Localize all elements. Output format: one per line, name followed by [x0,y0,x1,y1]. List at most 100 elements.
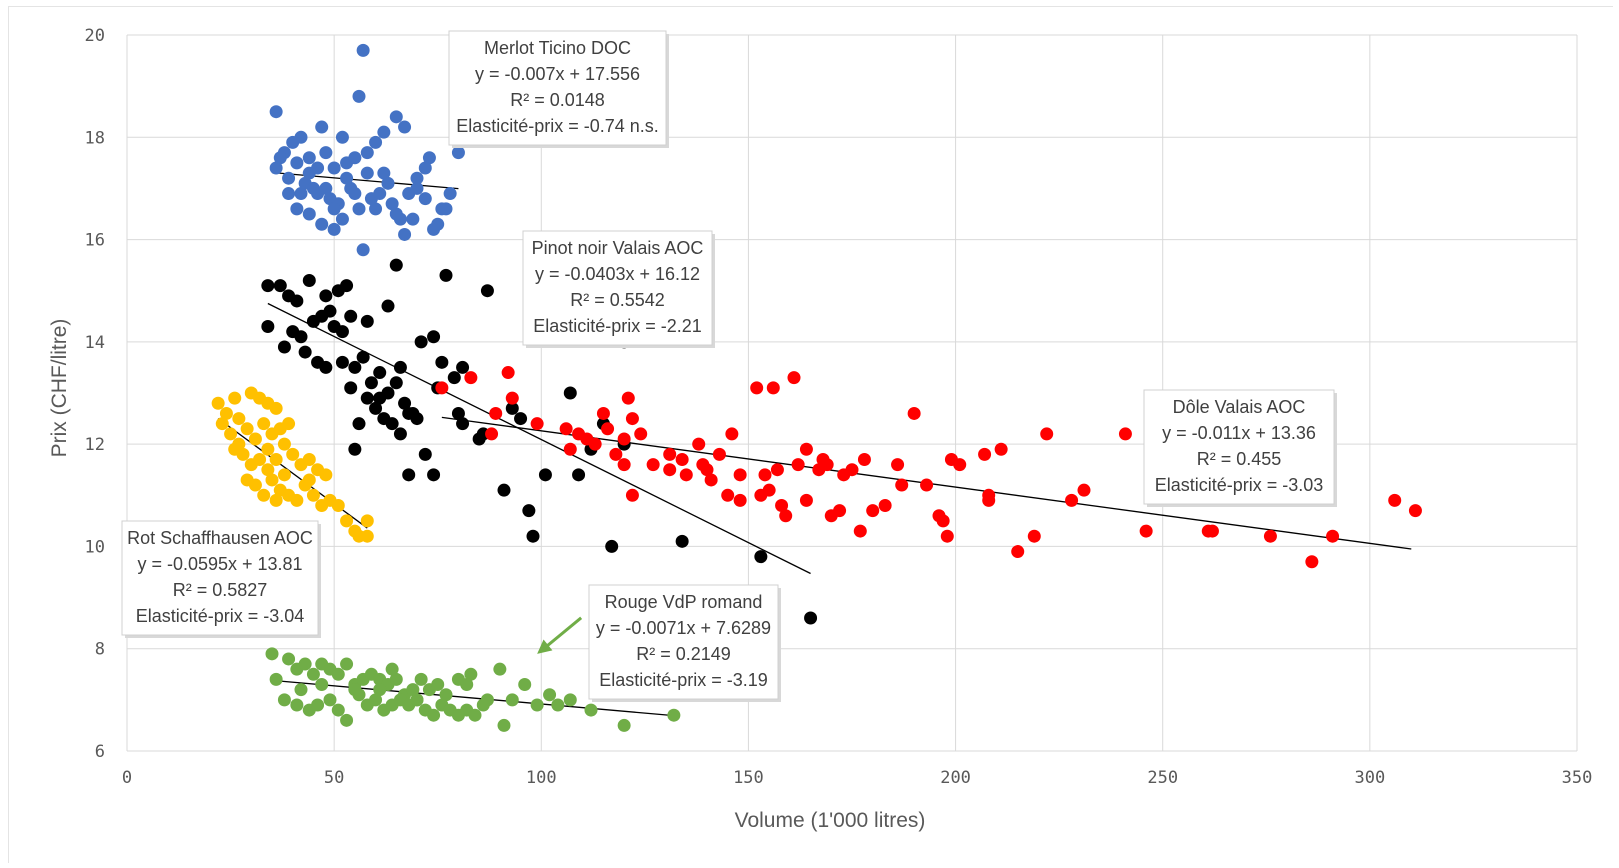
data-point [766,381,780,395]
data-point [248,432,262,446]
data-point [315,217,329,231]
data-point [290,493,304,507]
x-tick-label: 250 [1147,768,1178,788]
data-point [269,493,283,507]
annotation-line: y = -0.011x + 13.36 [1162,423,1316,443]
data-point [596,406,610,420]
data-point [431,678,445,692]
data-point [464,371,478,385]
annotation-box [1143,389,1335,505]
data-point [360,146,374,160]
data-point [601,422,615,436]
data-point [364,376,378,390]
data-point [1027,529,1041,543]
data-point [1011,545,1025,559]
data-point [232,412,246,426]
data-point [775,499,789,513]
data-point [563,386,577,400]
data-point [290,294,304,308]
trendline [271,679,674,717]
data-point [340,657,354,671]
x-tick-label: 350 [1562,768,1593,788]
data-point [340,279,354,293]
data-point [306,488,320,502]
data-point [414,672,428,686]
trendline [217,417,368,529]
data-point [319,360,333,374]
data-point [360,166,374,180]
data-point [211,396,225,410]
data-point [617,718,631,732]
data-point [505,693,519,707]
data-point [319,468,333,482]
data-point [369,401,383,415]
data-point [497,718,511,732]
data-point [265,647,279,661]
data-point [663,463,677,477]
data-point [675,534,689,548]
data-point [348,683,362,697]
data-point [725,427,739,441]
trendlines [217,171,1412,717]
data-point [298,345,312,359]
data-point [609,447,623,461]
y-axis-title: Prix (CHF/litre) [48,319,71,458]
data-point [335,212,349,226]
data-point [311,698,325,712]
data-point [700,463,714,477]
data-point [480,284,494,298]
data-point [617,432,631,446]
data-point [485,427,499,441]
data-point [373,366,387,380]
data-point [721,488,735,502]
data-point [857,452,871,466]
data-point [754,550,768,564]
data-point [443,187,457,201]
data-point [352,417,366,431]
data-point [489,406,503,420]
data-point [663,447,677,461]
data-point [282,171,296,185]
data-point [675,452,689,466]
data-point [265,473,279,487]
data-point [319,289,333,303]
data-point [369,135,383,149]
data-point [269,161,283,175]
data-point [625,488,639,502]
data-point [501,366,515,380]
series-2 [435,366,1422,569]
data-point [750,381,764,395]
data-point [356,350,370,364]
annotation-box [522,230,713,346]
data-point [468,708,482,722]
data-point [389,376,403,390]
data-point [1408,504,1422,518]
data-point [389,672,403,686]
data-point [1040,427,1054,441]
data-point [799,442,813,456]
data-point [522,504,536,518]
data-point [236,447,250,461]
data-point [435,355,449,369]
data-point [290,202,304,216]
data-point [439,688,453,702]
data-point [853,524,867,538]
data-point [932,509,946,523]
data-point [340,171,354,185]
data-point [584,703,598,717]
data-point [290,156,304,170]
data-point [315,678,329,692]
data-point [373,683,387,697]
annotation-box [448,30,667,146]
annotation-line: R² = 0.5827 [173,580,268,600]
data-point [758,468,772,482]
data-point [646,458,660,472]
data-point [605,539,619,553]
series-1 [261,258,818,625]
data-point [261,279,275,293]
y-tick-label: 16 [85,231,105,251]
data-point [1388,493,1402,507]
data-point [319,181,333,195]
trendline [267,302,811,575]
data-point [257,488,271,502]
